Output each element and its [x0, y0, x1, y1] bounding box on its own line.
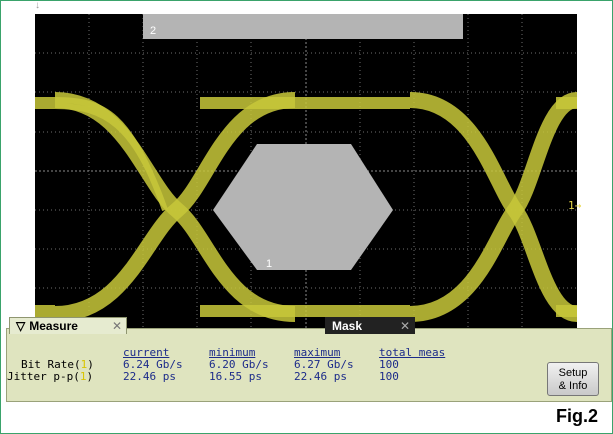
- mask-label-1: 1: [266, 258, 272, 270]
- tab-measure-label: Measure: [29, 319, 78, 333]
- row-label: Bit Rate(1): [21, 358, 94, 371]
- info-button-label: & Info: [558, 380, 588, 392]
- setup-button-label: Setup: [558, 367, 588, 379]
- column-header-minimum: minimum: [209, 346, 256, 359]
- mask-region-center: [213, 144, 393, 270]
- close-icon[interactable]: ✕: [399, 319, 410, 333]
- tab-mask[interactable]: Mask ✕: [325, 317, 415, 334]
- collapse-triangle-icon[interactable]: ▽: [16, 319, 26, 333]
- total-meas-value: 100: [379, 358, 399, 371]
- mask-label-2: 2: [150, 25, 156, 37]
- total-meas-value: 100: [379, 370, 399, 383]
- setup-info-button[interactable]: Setup & Info: [547, 362, 599, 396]
- measure-panel: ▽ Measure ✕ Mask ✕ current minimum maximu…: [6, 317, 612, 402]
- trigger-marker: ↓: [35, 0, 40, 11]
- tab-mask-label: Mask: [332, 319, 363, 333]
- column-header-current: current: [123, 346, 170, 359]
- channel-1-marker: 1→: [568, 199, 582, 212]
- close-icon[interactable]: ✕: [111, 319, 122, 333]
- current-value: 22.46 ps: [123, 370, 176, 383]
- current-value: 6.24 Gb/s: [123, 358, 183, 371]
- minimum-value: 16.55 ps: [209, 370, 262, 383]
- maximum-value: 22.46 ps: [294, 370, 347, 383]
- column-header-maximum: maximum: [294, 346, 341, 359]
- minimum-value: 6.20 Gb/s: [209, 358, 269, 371]
- column-header-total-meas: total meas: [379, 346, 446, 359]
- maximum-value: 6.27 Gb/s: [294, 358, 354, 371]
- row-label: Jitter p-p(1): [7, 370, 94, 383]
- tab-measure[interactable]: ▽ Measure ✕: [9, 317, 127, 334]
- eye-traces: [35, 92, 577, 322]
- figure-label: Fig.2: [556, 406, 599, 426]
- oscilloscope-screen: 2 1: [35, 14, 577, 328]
- eye-diagram: 2 1: [35, 14, 577, 328]
- mask-region-top: [143, 14, 463, 39]
